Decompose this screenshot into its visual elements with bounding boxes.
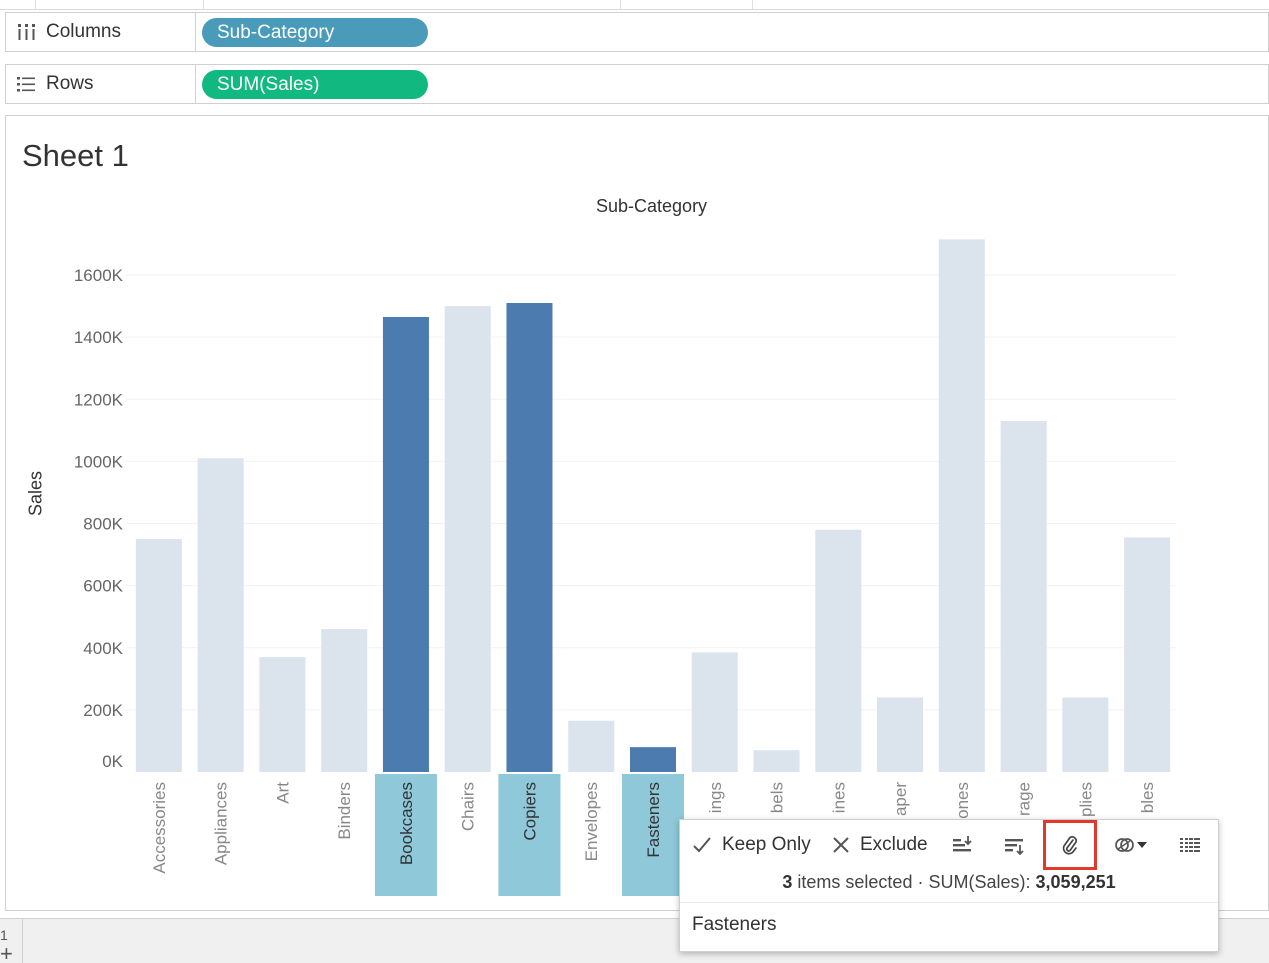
rows-label: Rows	[46, 73, 94, 94]
bar[interactable]	[753, 750, 800, 772]
bar[interactable]	[259, 657, 306, 772]
x-tick-label[interactable]: ines	[829, 782, 848, 813]
bar[interactable]	[1124, 537, 1171, 772]
summary-dot: ·	[917, 872, 924, 892]
exclude-label: Exclude	[860, 834, 928, 855]
rows-label-cell: Rows	[6, 65, 196, 103]
x-tick-label[interactable]: plies	[1076, 782, 1095, 817]
bar[interactable]	[568, 720, 615, 772]
x-tick-label[interactable]: aper	[891, 782, 910, 816]
selected-label-background	[498, 774, 561, 896]
y-tick-label: 800K	[83, 515, 123, 534]
sub-category-pill[interactable]: Sub-Category	[202, 18, 428, 47]
tab-fragment: 1	[0, 927, 8, 943]
strip-divider	[203, 0, 204, 9]
x-tick-label[interactable]: bles	[1138, 782, 1157, 813]
sort-ascending-button[interactable]	[947, 830, 977, 860]
x-tick-label[interactable]: rage	[1015, 782, 1034, 816]
view-data-icon	[1180, 838, 1200, 852]
keep-only-label: Keep Only	[722, 834, 811, 855]
bar[interactable]	[135, 539, 182, 772]
columns-shelf: Columns Sub-Category	[5, 12, 1269, 52]
bar[interactable]	[938, 239, 985, 772]
strip-divider	[35, 0, 36, 9]
x-icon	[833, 837, 849, 853]
x-tick-label[interactable]: ones	[953, 782, 972, 819]
x-tick-label[interactable]: Chairs	[459, 782, 478, 831]
sheet-view: Sheet 1 Sub-Category Sales 0K 200K 400K 600…	[5, 115, 1269, 911]
tooltip-detail: Fasteners	[692, 914, 777, 935]
x-tick-label[interactable]: Envelopes	[582, 782, 601, 861]
y-tick-label: 1600K	[74, 266, 124, 285]
dropdown-caret-icon	[1137, 842, 1147, 848]
y-tick-label: 200K	[83, 701, 123, 720]
bar[interactable]	[197, 458, 244, 772]
exclude-button[interactable]: Exclude	[832, 830, 928, 860]
y-tick-label: 0K	[102, 752, 123, 771]
x-axis-field-label: Sub-Category	[596, 196, 708, 216]
columns-label-cell: Columns	[6, 13, 196, 51]
tab-divider	[22, 919, 23, 963]
bar[interactable]	[691, 652, 738, 772]
keep-only-button[interactable]: Keep Only	[692, 830, 811, 860]
bar[interactable]	[877, 697, 924, 772]
bar[interactable]	[1000, 421, 1047, 772]
items-text: items selected	[797, 872, 913, 892]
measure-value: 3,059,251	[1035, 872, 1116, 892]
x-tick-label[interactable]: Binders	[335, 782, 354, 840]
x-tick-label[interactable]: Accessories	[150, 782, 169, 874]
bar[interactable]	[321, 629, 368, 772]
group-members-button[interactable]	[1114, 830, 1160, 860]
x-tick-label[interactable]: Appliances	[212, 782, 231, 865]
y-tick-label: 1400K	[74, 328, 124, 347]
check-icon	[693, 837, 711, 853]
sort-descending-button[interactable]	[999, 830, 1029, 860]
bar[interactable]	[630, 747, 676, 772]
bar[interactable]	[506, 303, 553, 772]
x-tick-label[interactable]: Bookcases	[397, 782, 416, 865]
y-tick-label: 600K	[83, 577, 123, 596]
tooltip-toolbar: Keep Only Exclude	[680, 820, 1218, 870]
selection-tooltip: Keep Only Exclude 3 items selected · SUM…	[679, 819, 1219, 952]
add-sheet-icon[interactable]: +	[0, 941, 13, 963]
x-tick-label[interactable]: bels	[768, 782, 787, 813]
x-tick-label[interactable]: Art	[273, 782, 292, 804]
strip-divider	[752, 0, 753, 9]
paperclip-icon	[1062, 836, 1077, 855]
bar[interactable]	[1062, 697, 1109, 772]
bar[interactable]	[444, 306, 491, 772]
annotate-button[interactable]	[1055, 830, 1085, 860]
sum-sales-pill[interactable]: SUM(Sales)	[202, 70, 428, 99]
columns-icon	[16, 22, 36, 42]
x-tick-label[interactable]: ings	[706, 782, 725, 813]
top-strip	[0, 0, 1269, 10]
group-icon	[1115, 838, 1134, 852]
selection-summary: 3 items selected · SUM(Sales): 3,059,251	[680, 872, 1218, 900]
rows-icon	[16, 74, 36, 94]
strip-divider	[620, 0, 621, 9]
annotate-highlight	[1043, 820, 1097, 870]
view-data-button[interactable]	[1175, 830, 1205, 860]
sort-descending-icon	[1005, 839, 1024, 855]
bar[interactable]	[815, 529, 862, 772]
y-tick-label: 1200K	[74, 390, 124, 409]
items-count: 3	[782, 872, 793, 892]
columns-label: Columns	[46, 21, 121, 42]
y-tick-label: 400K	[83, 639, 123, 658]
sheet-title: Sheet 1	[22, 138, 129, 173]
x-tick-label[interactable]: Copiers	[520, 782, 539, 841]
selected-label-background	[374, 774, 437, 896]
bar[interactable]	[382, 316, 429, 772]
selected-label-background	[622, 774, 684, 896]
sort-ascending-icon	[953, 836, 972, 852]
measure-label: SUM(Sales):	[928, 872, 1031, 892]
y-tick-label: 1000K	[74, 452, 124, 471]
bar-chart: 0K 200K 400K 600K 800K 1000K 1200K 1400K 1600K Ac…	[74, 239, 1176, 896]
rows-shelf: Rows SUM(Sales)	[5, 64, 1269, 104]
tooltip-separator	[680, 902, 1218, 903]
x-tick-label[interactable]: Fasteners	[644, 782, 663, 858]
